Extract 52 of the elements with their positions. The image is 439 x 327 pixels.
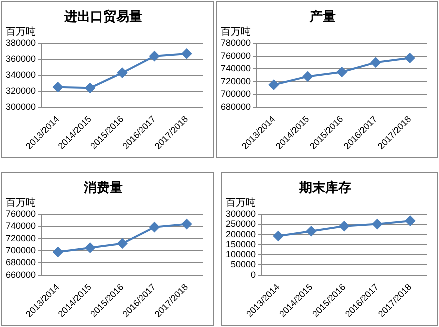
- y-tick-label: 780000: [220, 38, 252, 48]
- y-tick-label: 340000: [6, 70, 36, 80]
- point: [53, 82, 64, 92]
- chart-title: 期末库存: [298, 180, 352, 196]
- y-tick-label: 300000: [6, 102, 36, 112]
- y-tick-label: 700000: [6, 245, 36, 256]
- y-tick-label: 250000: [226, 219, 256, 230]
- y-tick-label: 100000: [226, 250, 256, 260]
- y-tick-label: 0: [251, 270, 256, 280]
- point: [150, 222, 160, 232]
- point: [337, 67, 348, 78]
- y-tick-label: 740000: [6, 221, 36, 232]
- y-tick-label: 380000: [6, 38, 36, 48]
- point: [406, 216, 416, 226]
- y-tick-label: 760000: [6, 209, 36, 220]
- y-tick-label: 740000: [220, 64, 252, 74]
- point: [340, 221, 350, 232]
- point: [150, 51, 160, 62]
- point: [405, 53, 416, 64]
- y-axis-title: 百万吨: [6, 197, 36, 210]
- y-tick-label: 680000: [220, 102, 252, 112]
- y-tick-label: 720000: [220, 76, 252, 86]
- point: [182, 48, 192, 59]
- point: [53, 247, 64, 258]
- chart-title: 进出口贸易量: [64, 9, 142, 26]
- chart-title: 消费量: [83, 181, 123, 196]
- y-tick-label: 150000: [226, 239, 256, 250]
- point: [118, 68, 128, 78]
- y-tick-label: 320000: [6, 86, 36, 96]
- point: [85, 242, 96, 253]
- y-axis-title: 百万吨: [226, 197, 256, 210]
- point: [372, 219, 383, 230]
- point: [274, 231, 284, 242]
- chart-title: 产量: [309, 9, 336, 26]
- point: [85, 83, 96, 94]
- y-axis-title: 百万吨: [6, 26, 36, 38]
- y-tick-label: 700000: [220, 89, 252, 100]
- point: [269, 80, 280, 90]
- y-tick-label: 300000: [226, 209, 256, 220]
- point: [182, 219, 192, 230]
- y-tick-label: 720000: [6, 233, 36, 244]
- y-tick-label: 680000: [6, 258, 36, 268]
- point: [303, 72, 314, 82]
- y-tick-label: 50000: [231, 260, 256, 270]
- y-tick-label: 660000: [6, 270, 36, 280]
- point: [118, 238, 128, 249]
- y-axis-title: 百万吨: [221, 26, 251, 38]
- point: [306, 226, 317, 236]
- point: [371, 58, 382, 68]
- y-tick-label: 200000: [226, 229, 256, 240]
- y-tick-label: 360000: [6, 54, 36, 64]
- y-tick-label: 760000: [220, 50, 252, 61]
